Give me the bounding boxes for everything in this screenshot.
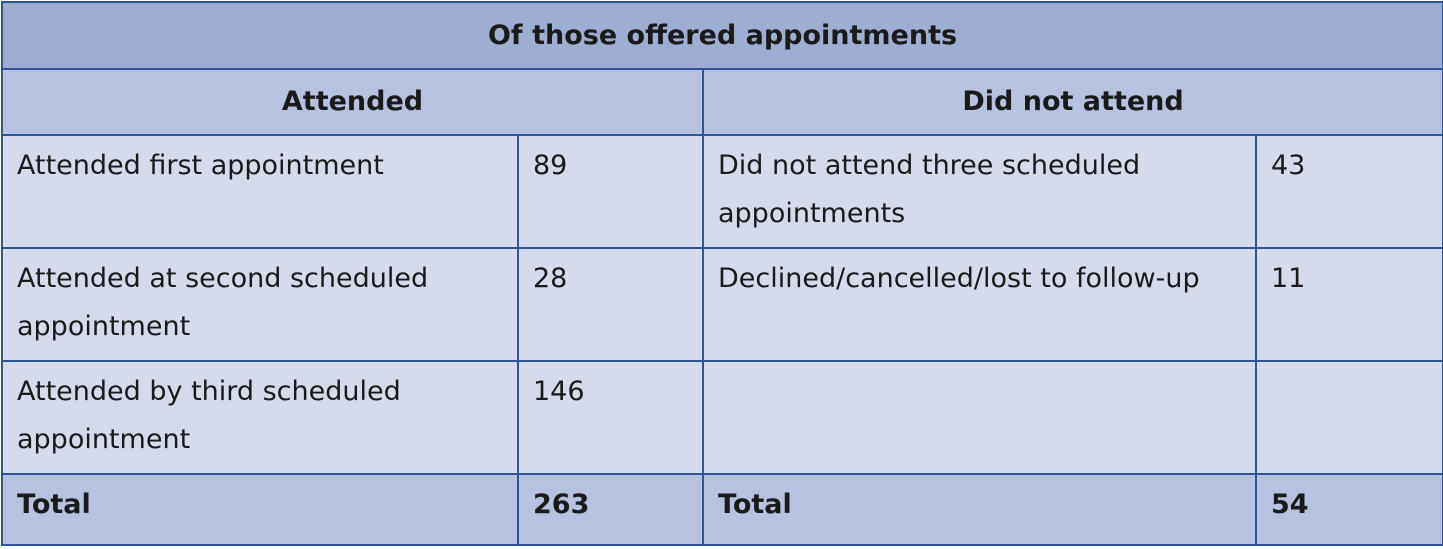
cell-label: Attended first appointment (1, 134, 519, 249)
table-row: Attended at second scheduled appointment… (1, 247, 1443, 362)
total-label: Total (1, 473, 519, 546)
cell-label: Declined/cancelled/lost to follow-up (702, 247, 1257, 362)
table-title: Of those offered appointments (0, 1, 1443, 70)
total-value: 263 (517, 473, 704, 546)
cell-label: Did not attend three scheduled appointme… (702, 134, 1257, 249)
cell-value: 146 (517, 360, 704, 475)
cell-label (702, 360, 1257, 475)
cell-value: 28 (517, 247, 704, 362)
cell-value (1254, 360, 1443, 475)
header-row: Attended Did not attend (1, 68, 1443, 136)
title-row: Of those offered appointments (0, 1, 1443, 70)
total-value: 54 (1254, 473, 1443, 546)
total-label: Total (702, 473, 1257, 546)
column-header: Did not attend (701, 68, 1443, 136)
cell-label: Attended at second scheduled appointment (1, 247, 519, 362)
cell-value: 43 (1254, 134, 1443, 249)
table-row: Attended first appointment 89 Did not at… (1, 134, 1443, 249)
total-row: Total 263 Total 54 (1, 473, 1443, 546)
table-row: Attended by third scheduled appointment … (1, 360, 1443, 475)
cell-label: Attended by third scheduled appointment (1, 360, 519, 475)
cell-value: 89 (517, 134, 704, 249)
column-header: Attended (1, 68, 704, 136)
cell-value: 11 (1254, 247, 1443, 362)
